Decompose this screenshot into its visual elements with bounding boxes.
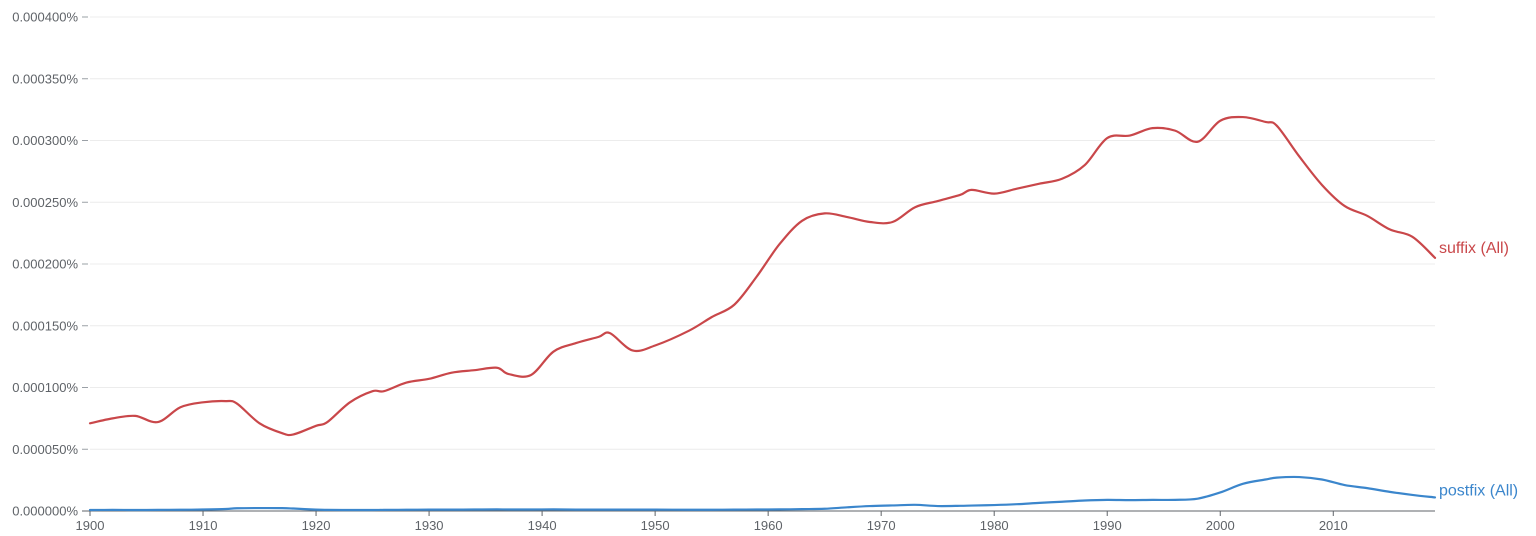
- y-tick-label: 0.000000%: [12, 504, 78, 519]
- y-tick-label: 0.000100%: [12, 380, 78, 395]
- x-tick-label: 1990: [1093, 518, 1122, 533]
- postfix-series-line[interactable]: [88, 475, 1437, 512]
- y-tick-label: 0.000250%: [12, 195, 78, 210]
- y-tick-label: 0.000400%: [12, 10, 78, 25]
- suffix-series-line[interactable]: [88, 115, 1437, 437]
- suffix-series-label[interactable]: suffix (All): [1439, 240, 1509, 257]
- x-tick-label: 1910: [189, 518, 218, 533]
- series-lines: [88, 115, 1437, 512]
- x-tick-label: 2010: [1319, 518, 1348, 533]
- y-tick-label: 0.000300%: [12, 133, 78, 148]
- x-tick-label: 1920: [302, 518, 331, 533]
- series-labels: suffix (All) postfix (All): [1439, 240, 1518, 500]
- y-tick-label: 0.000350%: [12, 71, 78, 86]
- x-tick-label: 2000: [1206, 518, 1235, 533]
- y-tick-label: 0.000150%: [12, 318, 78, 333]
- y-tick-label: 0.000200%: [12, 257, 78, 272]
- x-tick-label: 1950: [641, 518, 670, 533]
- x-tick-label: 1900: [76, 518, 105, 533]
- x-tick-label: 1930: [415, 518, 444, 533]
- postfix-series-label[interactable]: postfix (All): [1439, 482, 1518, 499]
- x-tick-label: 1960: [754, 518, 783, 533]
- gridlines: [90, 16, 1435, 450]
- x-tick-label: 1940: [528, 518, 557, 533]
- axes: 0.000000% 0.000050% 0.000100% 0.000150% 0.00…: [12, 10, 1435, 533]
- y-tick-label: 0.000050%: [12, 442, 78, 457]
- x-tick-label: 1970: [867, 518, 896, 533]
- x-tick-label: 1980: [980, 518, 1009, 533]
